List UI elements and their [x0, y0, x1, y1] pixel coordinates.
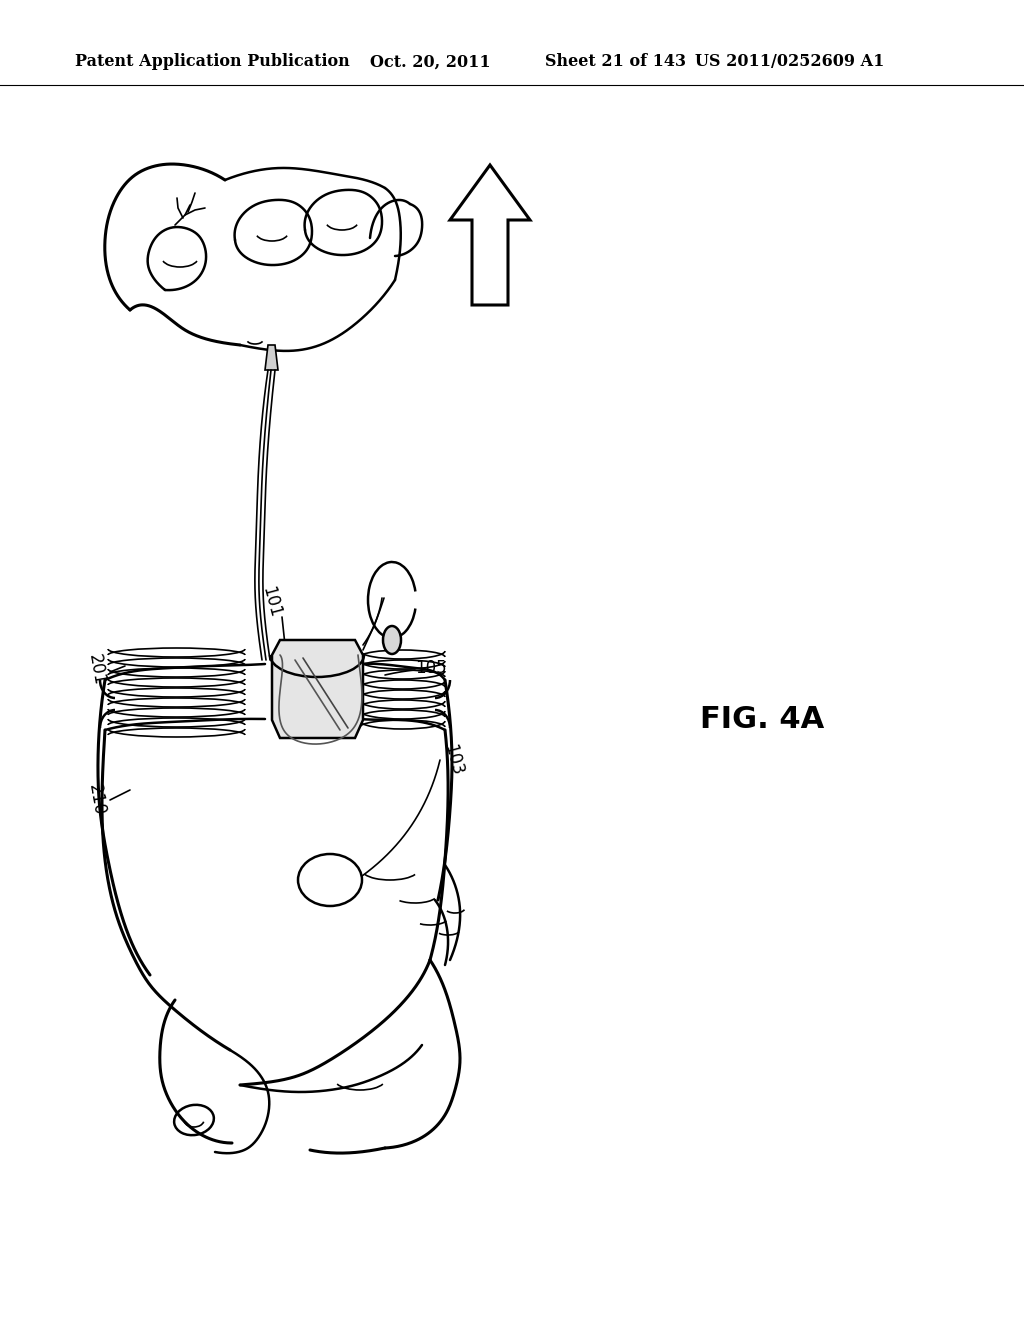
Text: Oct. 20, 2011: Oct. 20, 2011	[370, 54, 490, 70]
Polygon shape	[450, 165, 530, 305]
Polygon shape	[265, 345, 278, 370]
Text: FIG. 4A: FIG. 4A	[700, 705, 824, 734]
Ellipse shape	[383, 626, 401, 653]
Text: 103: 103	[440, 742, 466, 777]
Text: 201: 201	[85, 653, 108, 688]
Polygon shape	[272, 640, 362, 738]
Text: Patent Application Publication: Patent Application Publication	[75, 54, 350, 70]
Text: 210: 210	[85, 783, 108, 817]
Text: 101: 101	[258, 585, 284, 619]
Text: 105: 105	[415, 659, 446, 677]
Text: US 2011/0252609 A1: US 2011/0252609 A1	[695, 54, 885, 70]
Text: Sheet 21 of 143: Sheet 21 of 143	[545, 54, 686, 70]
